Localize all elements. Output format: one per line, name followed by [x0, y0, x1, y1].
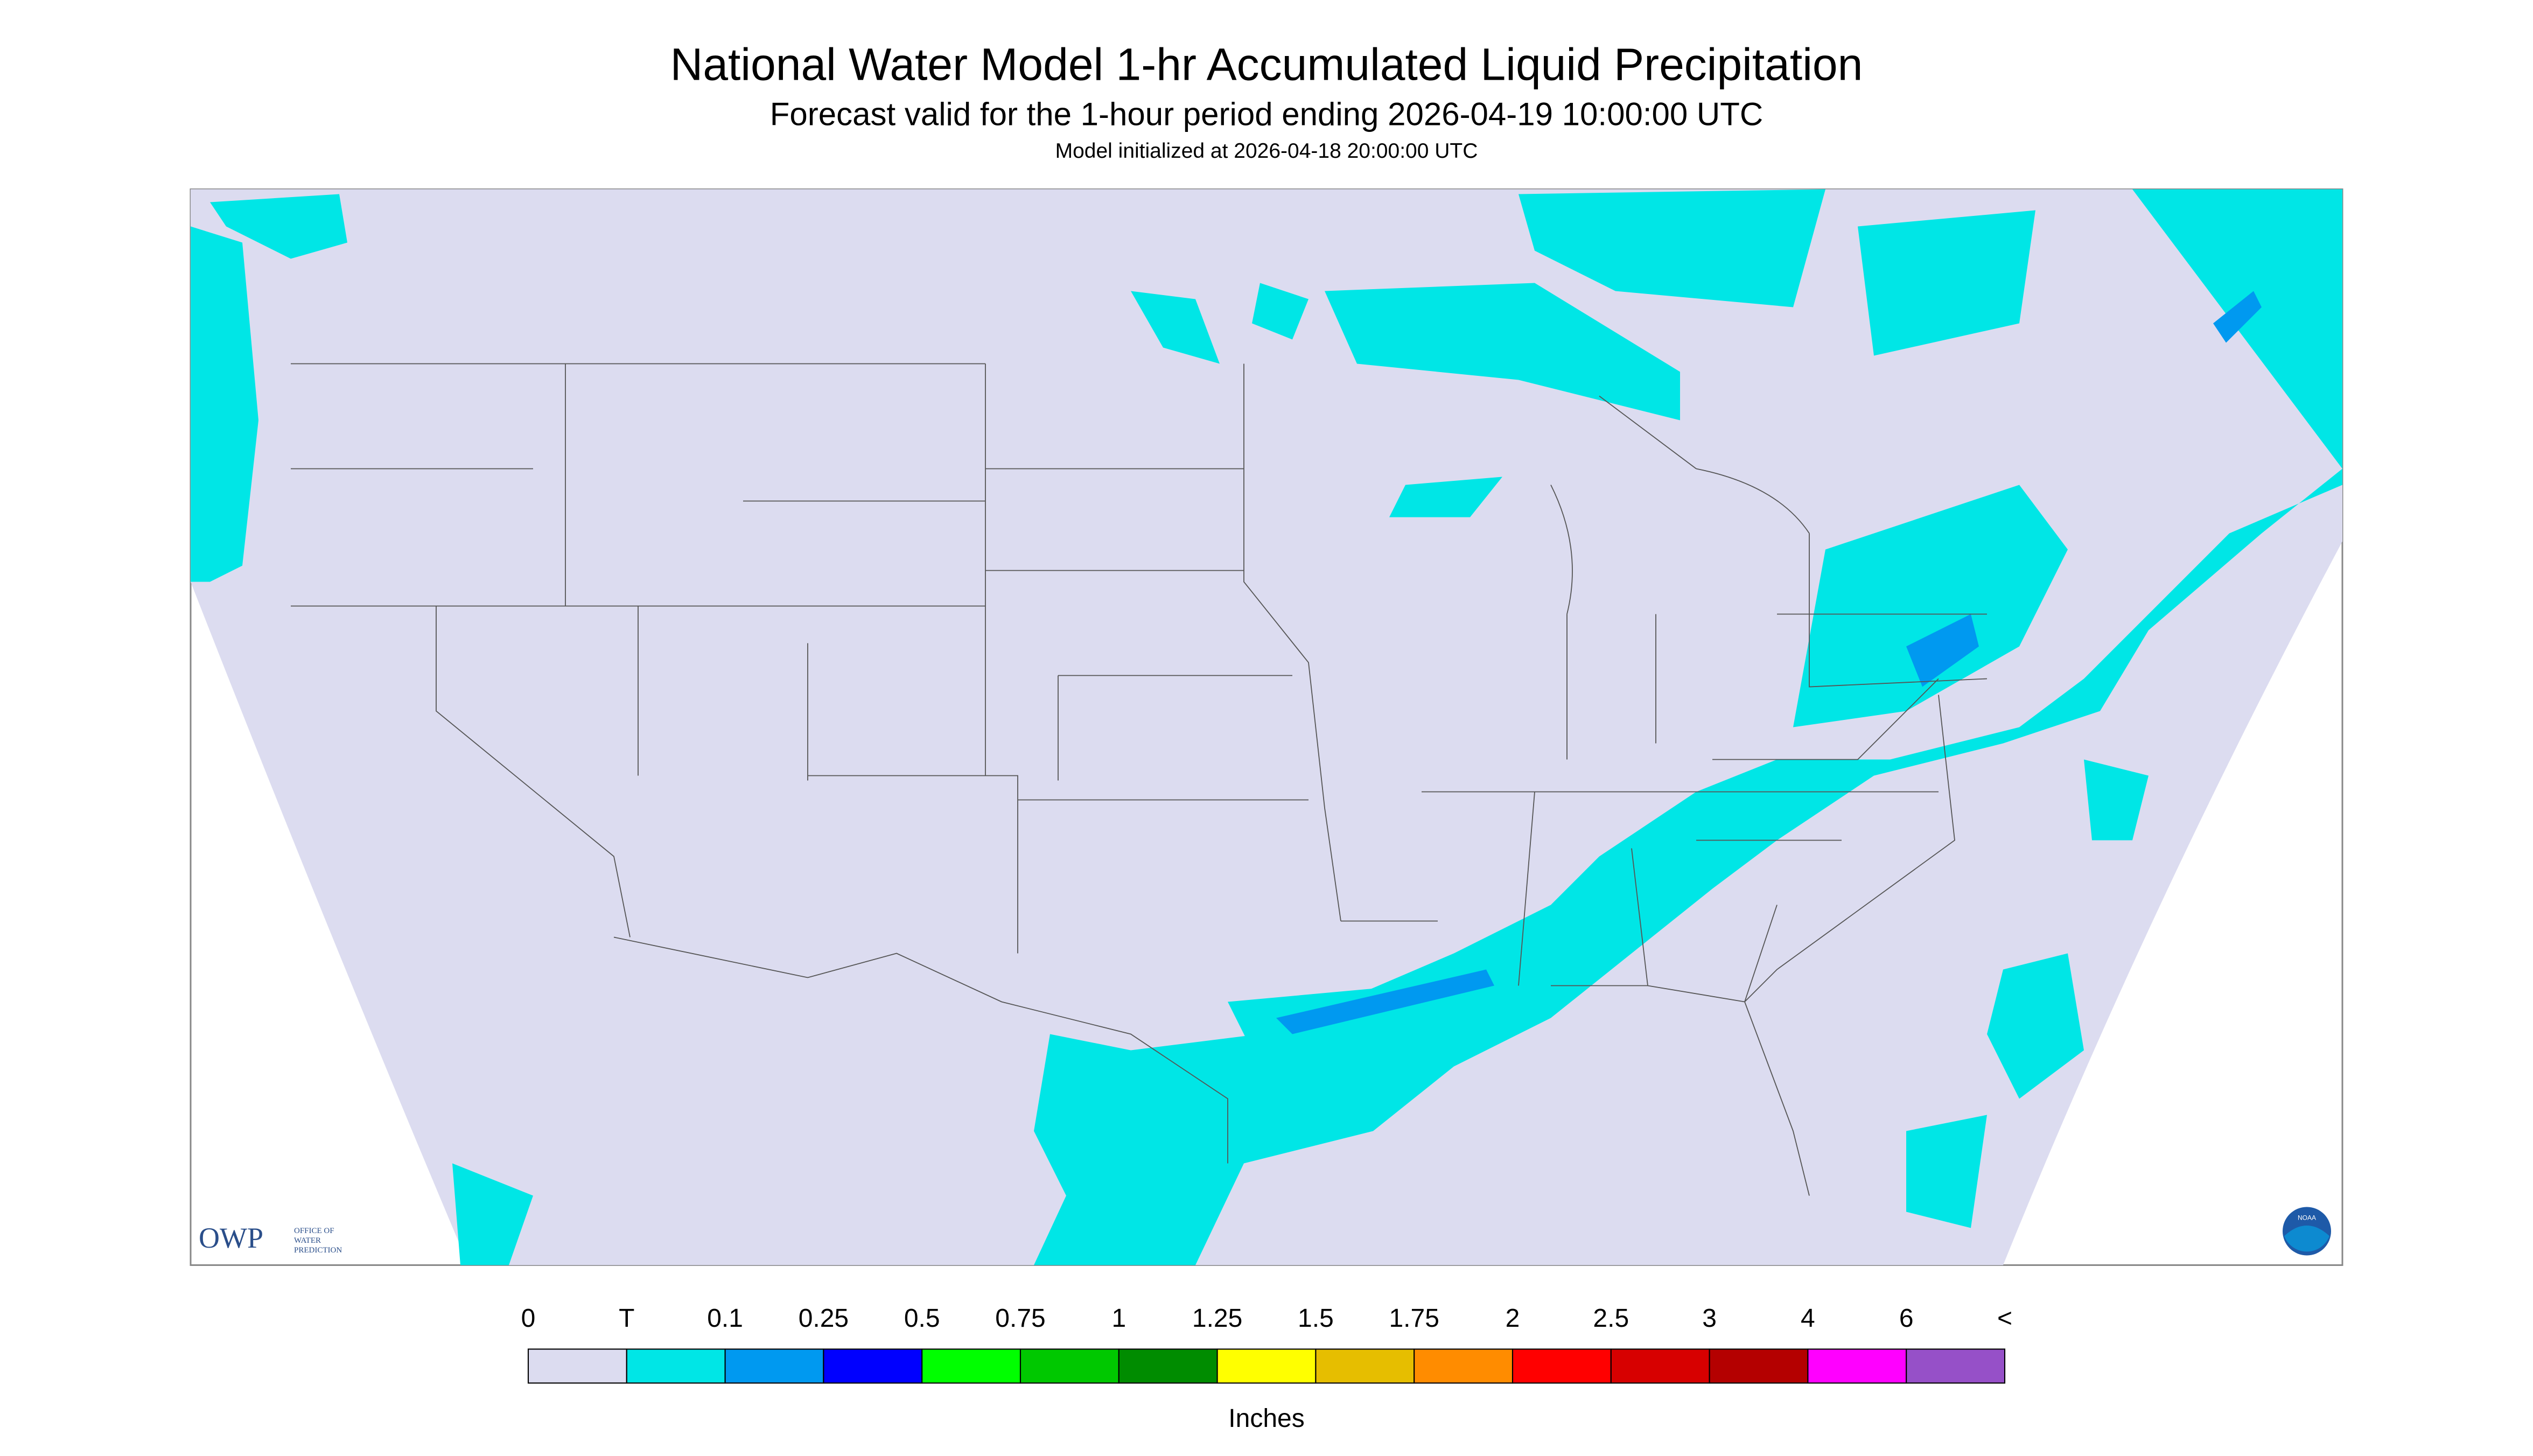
domain — [191, 189, 2342, 1265]
legend-label: 0.75 — [995, 1304, 1045, 1333]
legend-label: < — [1997, 1304, 2012, 1333]
legend-label: 0.5 — [904, 1304, 940, 1333]
legend-swatch — [1118, 1348, 1218, 1384]
legend-swatch — [724, 1348, 824, 1384]
subtitle: Forecast valid for the 1-hour period end… — [770, 96, 1763, 132]
legend-swatch — [921, 1348, 1021, 1384]
legend-label: T — [619, 1304, 634, 1333]
legend-label: 1.5 — [1298, 1304, 1334, 1333]
legend-swatch — [1216, 1348, 1317, 1384]
legend-swatch — [1807, 1348, 1907, 1384]
legend-swatch — [823, 1348, 923, 1384]
legend-swatch — [1019, 1348, 1119, 1384]
map: OWP OFFICE OF WATER PREDICTION NOAA — [190, 188, 2343, 1266]
legend-label: 6 — [1899, 1304, 1914, 1333]
legend-swatch — [1512, 1348, 1612, 1384]
legend: 0 T 0.1 0.25 0.5 0.75 1 1.25 1.5 1.75 2 2.5 3 4 6 < — [521, 1304, 2012, 1384]
legend-swatch — [1709, 1348, 1809, 1384]
legend-swatch — [1610, 1348, 1710, 1384]
owp-logo: OWP — [199, 1222, 263, 1254]
legend-label: 3 — [1702, 1304, 1717, 1333]
owp-line: OFFICE OF — [294, 1227, 334, 1235]
legend-swatch — [527, 1348, 627, 1384]
noaa-text: NOAA — [2298, 1214, 2316, 1222]
owp-line: WATER — [294, 1236, 321, 1245]
legend-label: 2.5 — [1593, 1304, 1629, 1333]
legend-label: 1.25 — [1192, 1304, 1242, 1333]
legend-label: 4 — [1801, 1304, 1815, 1333]
owp-line: PREDICTION — [294, 1246, 342, 1255]
legend-label: 0.25 — [799, 1304, 849, 1333]
legend-label: 0 — [521, 1304, 536, 1333]
legend-swatch — [626, 1348, 726, 1384]
legend-label: 2 — [1506, 1304, 1520, 1333]
legend-label: 1 — [1111, 1304, 1126, 1333]
title: National Water Model 1-hr Accumulated Li… — [670, 39, 1863, 90]
borders — [291, 363, 1988, 1196]
legend-label: 0.1 — [707, 1304, 743, 1333]
legend-label: 1.75 — [1389, 1304, 1439, 1333]
init-time: Model initialized at 2026-04-18 20:00:00… — [1055, 139, 1478, 163]
legend-swatch — [1414, 1348, 1514, 1384]
legend-swatch — [1906, 1348, 2006, 1384]
legend-swatch — [1315, 1348, 1415, 1384]
legend-unit: Inches — [1228, 1404, 1304, 1433]
precipitation — [191, 189, 2342, 1265]
